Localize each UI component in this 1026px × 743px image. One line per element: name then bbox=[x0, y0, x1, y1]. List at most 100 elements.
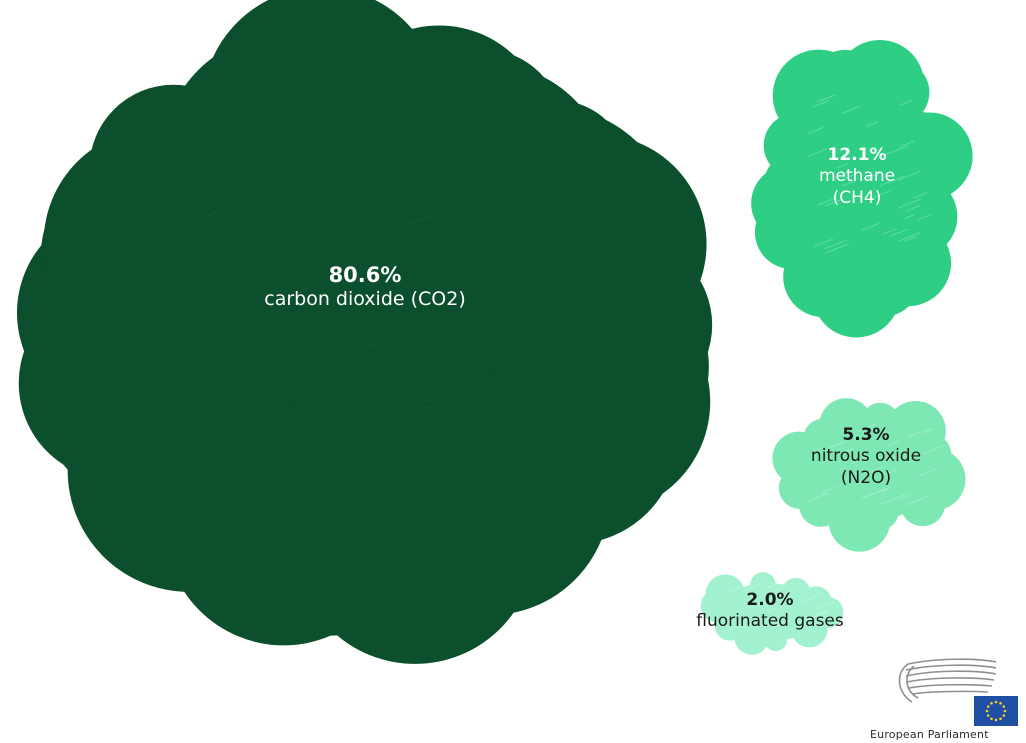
eu-flag bbox=[974, 696, 1018, 726]
texture-stroke bbox=[200, 367, 210, 373]
texture-stroke bbox=[535, 199, 548, 205]
texture-stroke bbox=[421, 452, 447, 463]
texture-stroke bbox=[844, 174, 855, 179]
texture-stroke bbox=[321, 220, 337, 228]
eu-stars-icon bbox=[985, 700, 1007, 722]
texture-stroke bbox=[521, 423, 544, 433]
texture-stroke bbox=[816, 609, 828, 615]
texture-stroke bbox=[843, 447, 854, 453]
bubble-lobe bbox=[900, 481, 946, 527]
bubble-lobe bbox=[828, 490, 891, 552]
texture-stroke bbox=[857, 423, 877, 432]
texture-stroke bbox=[422, 395, 441, 404]
star-icon bbox=[990, 701, 993, 705]
texture-stroke bbox=[461, 291, 474, 297]
texture-stroke bbox=[880, 493, 907, 505]
texture-stroke bbox=[767, 608, 777, 613]
texture-stroke bbox=[409, 484, 422, 490]
texture-stroke bbox=[730, 583, 749, 592]
texture-stroke bbox=[320, 290, 331, 295]
texture-stroke bbox=[766, 583, 778, 589]
texture-stroke bbox=[285, 138, 294, 143]
texture-stroke bbox=[808, 492, 829, 502]
texture-stroke bbox=[493, 376, 513, 386]
texture-stroke bbox=[899, 100, 912, 106]
texture-stroke bbox=[561, 140, 584, 151]
star-icon bbox=[994, 718, 998, 722]
texture-stroke bbox=[883, 453, 904, 463]
texture-stroke bbox=[840, 105, 861, 115]
texture-stroke bbox=[427, 338, 445, 347]
texture-stroke bbox=[881, 468, 898, 477]
bubble-lobe bbox=[543, 223, 703, 383]
texture-stroke bbox=[529, 441, 556, 453]
texture-stroke bbox=[526, 177, 541, 184]
texture-stroke bbox=[543, 467, 564, 477]
star-icon bbox=[1003, 709, 1007, 713]
texture-stroke bbox=[864, 172, 881, 180]
texture-stroke bbox=[824, 239, 848, 250]
texture-stroke bbox=[445, 466, 455, 471]
texture-stroke bbox=[416, 405, 432, 413]
bubble-lobe bbox=[790, 610, 828, 648]
texture-stroke bbox=[539, 452, 552, 458]
texture-stroke bbox=[336, 281, 349, 287]
bubble-lobe bbox=[750, 572, 776, 598]
texture-stroke bbox=[815, 601, 834, 610]
bubble-lobe bbox=[800, 586, 832, 617]
star-icon bbox=[990, 717, 993, 721]
texture-stroke bbox=[408, 397, 433, 409]
texture-stroke bbox=[824, 198, 844, 207]
texture-stroke bbox=[251, 377, 268, 385]
star-icon bbox=[1002, 705, 1006, 708]
texture-stroke bbox=[256, 398, 282, 410]
texture-stroke bbox=[918, 467, 939, 477]
texture-stroke bbox=[904, 213, 915, 219]
texture-stroke bbox=[802, 592, 823, 602]
texture-stroke bbox=[403, 215, 428, 227]
texture-stroke bbox=[884, 145, 909, 156]
texture-stroke bbox=[739, 621, 755, 629]
texture-stroke bbox=[390, 186, 405, 194]
texture-stroke bbox=[576, 161, 593, 169]
star-icon bbox=[999, 701, 1002, 705]
texture-stroke bbox=[817, 197, 837, 206]
bubble-2 bbox=[772, 398, 966, 552]
texture-stroke bbox=[205, 253, 227, 264]
texture-stroke bbox=[833, 173, 847, 180]
texture-stroke bbox=[807, 126, 824, 135]
texture-stroke bbox=[559, 416, 576, 424]
texture-stroke bbox=[475, 265, 498, 275]
texture-stroke bbox=[413, 215, 433, 224]
star-icon bbox=[986, 705, 990, 708]
texture-stroke bbox=[374, 340, 392, 349]
texture-stroke bbox=[866, 466, 883, 475]
texture-stroke bbox=[817, 94, 837, 103]
star-icon bbox=[1002, 714, 1006, 717]
texture-stroke bbox=[763, 584, 788, 595]
texture-stroke bbox=[223, 163, 237, 170]
texture-stroke bbox=[556, 313, 568, 319]
texture-stroke bbox=[466, 483, 490, 494]
texture-stroke bbox=[331, 379, 354, 390]
texture-stroke bbox=[284, 493, 311, 505]
texture-stroke bbox=[483, 390, 506, 401]
texture-stroke bbox=[420, 435, 434, 441]
bubble-3 bbox=[700, 572, 844, 655]
texture-stroke bbox=[338, 309, 364, 321]
texture-stroke bbox=[866, 121, 879, 127]
texture-stroke bbox=[806, 611, 828, 621]
texture-stroke bbox=[905, 496, 928, 506]
texture-stroke bbox=[435, 365, 458, 375]
texture-stroke bbox=[341, 193, 363, 203]
texture-stroke bbox=[841, 180, 855, 187]
bubble-lobe bbox=[819, 398, 874, 453]
european-parliament-logo bbox=[898, 658, 1018, 726]
texture-stroke bbox=[869, 190, 890, 200]
texture-stroke bbox=[773, 620, 790, 628]
logo-caption: European Parliament bbox=[870, 728, 989, 741]
bubble-0 bbox=[16, 0, 713, 664]
bubble-lobe bbox=[864, 60, 930, 125]
texture-stroke bbox=[568, 268, 579, 273]
texture-stroke bbox=[812, 100, 830, 108]
